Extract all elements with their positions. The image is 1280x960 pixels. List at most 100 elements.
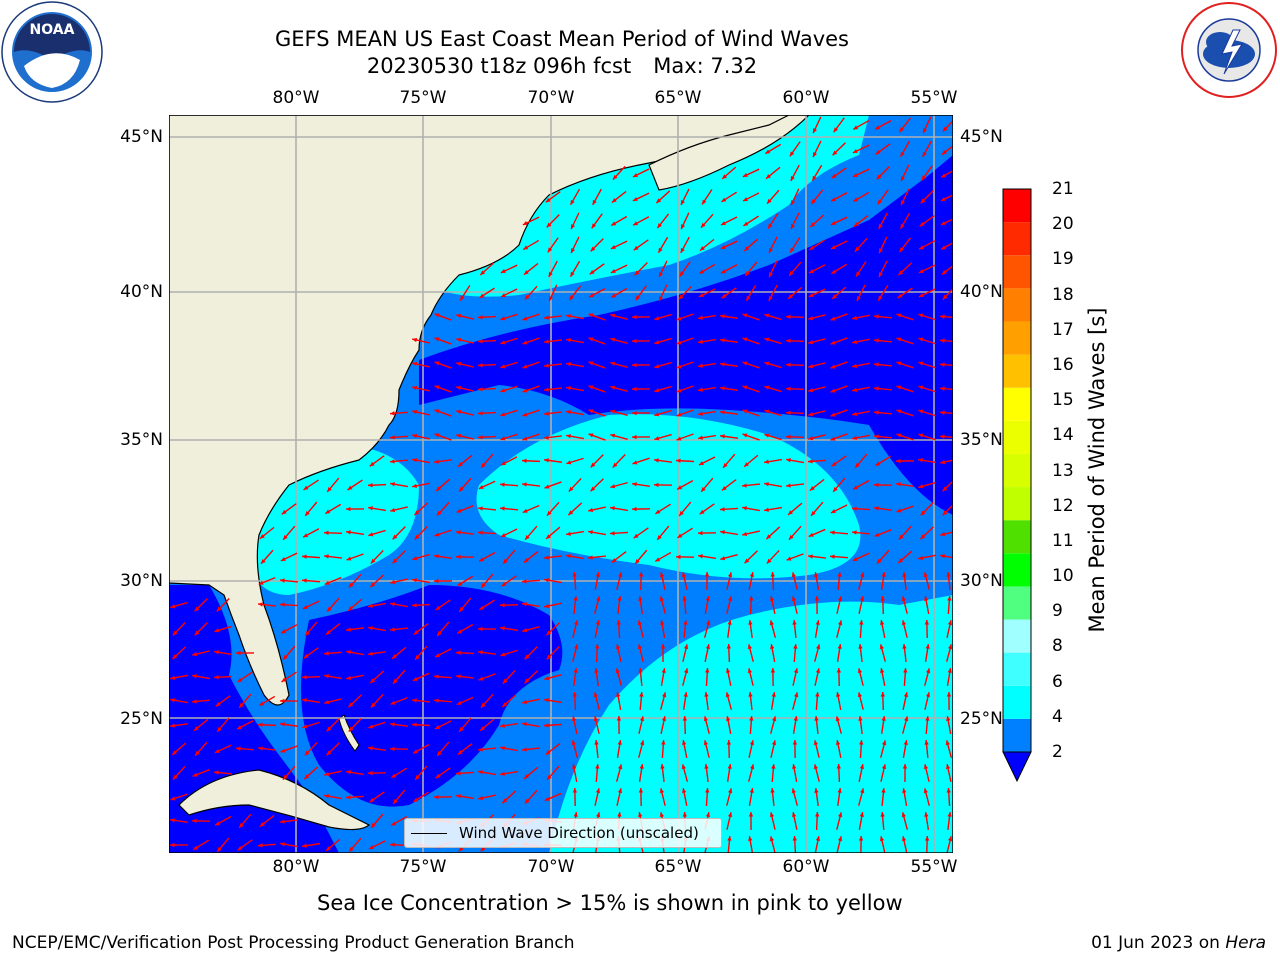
wind-wave-arrow-head bbox=[654, 436, 660, 441]
wind-wave-arrow-head bbox=[500, 533, 506, 537]
wind-wave-arrow-head bbox=[456, 530, 461, 535]
wind-wave-arrow-head bbox=[325, 630, 331, 635]
wind-wave-arrow-head bbox=[593, 692, 598, 698]
wind-wave-arrow-head bbox=[705, 668, 710, 673]
wind-wave-arrow-head bbox=[456, 361, 462, 367]
wind-wave-arrow-head bbox=[437, 751, 442, 756]
wind-wave-arrow-head bbox=[500, 602, 505, 608]
wind-wave-arrow-head bbox=[524, 678, 530, 684]
wind-wave-arrow-head bbox=[392, 534, 398, 540]
wind-wave-arrow-head bbox=[304, 750, 310, 756]
wind-wave-arrow-head bbox=[764, 459, 769, 464]
wind-wave-arrow-head bbox=[170, 796, 176, 801]
wind-wave-arrow-head bbox=[745, 271, 750, 276]
wind-wave-arrow-head bbox=[434, 313, 440, 318]
wind-wave-arrow-head bbox=[859, 764, 865, 770]
wind-wave-arrow-head bbox=[654, 316, 660, 321]
wind-wave-arrow-head bbox=[302, 674, 307, 680]
wind-wave-arrow-head bbox=[679, 271, 685, 277]
wind-wave-arrow-head bbox=[918, 268, 924, 273]
wind-wave-arrow-head bbox=[896, 409, 902, 414]
wind-wave-arrow-head bbox=[901, 812, 906, 818]
wind-wave-arrow-head bbox=[170, 604, 176, 609]
wind-wave-arrow-head bbox=[258, 843, 263, 848]
wind-wave-arrow-head bbox=[611, 558, 617, 563]
wind-wave-arrow-head bbox=[921, 175, 927, 181]
wind-wave-arrow-head bbox=[874, 532, 880, 537]
wind-wave-arrow-head bbox=[435, 773, 441, 779]
wind-wave-arrow-head bbox=[590, 486, 596, 492]
wind-wave-arrow-head bbox=[632, 173, 638, 177]
wind-wave-arrow-head bbox=[940, 314, 945, 319]
wind-wave-arrow-head bbox=[703, 740, 709, 746]
wind-wave-arrow-head bbox=[522, 602, 527, 607]
wind-wave-arrow-head bbox=[368, 724, 374, 729]
wind-wave-arrow-head bbox=[390, 700, 396, 705]
wind-wave-arrow-head bbox=[749, 572, 755, 578]
wind-wave-arrow-head bbox=[791, 596, 797, 602]
wind-wave-arrow-head bbox=[768, 295, 773, 301]
wind-wave-arrow-head bbox=[657, 223, 662, 229]
wind-wave-arrow-head bbox=[838, 620, 843, 626]
wind-wave-arrow-head bbox=[302, 578, 307, 583]
wind-wave-arrow-head bbox=[214, 770, 219, 775]
wind-wave-arrow-head bbox=[324, 554, 329, 559]
wind-wave-arrow-head bbox=[852, 387, 858, 393]
wind-wave-arrow-head bbox=[170, 723, 175, 728]
wind-wave-arrow-head bbox=[303, 485, 309, 490]
wind-wave-arrow-head bbox=[595, 764, 600, 769]
wind-wave-arrow-head bbox=[478, 506, 483, 511]
wind-wave-arrow-head bbox=[808, 459, 813, 464]
wind-wave-arrow-head bbox=[837, 572, 842, 577]
wind-wave-arrow-head bbox=[637, 620, 642, 626]
lon-tick-top: 70°W bbox=[527, 88, 575, 108]
wind-wave-arrow-head bbox=[681, 764, 686, 770]
wind-wave-arrow-head bbox=[412, 603, 417, 608]
wind-wave-arrow-head bbox=[522, 579, 527, 584]
wind-wave-arrow-head bbox=[434, 385, 440, 390]
wind-wave-arrow-head bbox=[808, 363, 814, 369]
wind-wave-arrow-head bbox=[923, 128, 928, 134]
wind-wave-arrow-head bbox=[681, 740, 687, 746]
wind-wave-arrow-head bbox=[793, 644, 798, 649]
lat-tick-left: 35°N bbox=[120, 430, 163, 450]
wind-wave-arrow-head bbox=[368, 506, 373, 511]
wind-wave-arrow-head bbox=[588, 433, 594, 438]
wind-wave-arrow-head bbox=[549, 296, 554, 302]
wind-wave-arrow-head bbox=[214, 650, 219, 655]
wind-wave-arrow-head bbox=[566, 531, 571, 536]
wind-wave-arrow-head bbox=[924, 620, 930, 625]
wind-wave-arrow-head bbox=[877, 199, 883, 205]
wind-wave-arrow-head bbox=[611, 293, 617, 298]
wind-wave-arrow-head bbox=[683, 620, 688, 625]
wind-wave-arrow-head bbox=[591, 223, 597, 229]
wind-wave-arrow-head bbox=[478, 795, 484, 801]
wind-wave-arrow-head bbox=[237, 845, 243, 851]
wind-wave-arrow-head bbox=[412, 676, 418, 681]
wind-wave-arrow-head bbox=[742, 172, 748, 177]
wind-wave-arrow-head bbox=[792, 764, 797, 769]
wind-wave-arrow-head bbox=[368, 626, 373, 631]
wind-wave-arrow-head bbox=[727, 836, 732, 841]
colorbar-tick: 8 bbox=[1052, 636, 1063, 657]
wind-wave-arrow-head bbox=[832, 294, 837, 299]
lat-tick-right: 40°N bbox=[960, 282, 1003, 302]
wind-wave-arrow-head bbox=[544, 796, 550, 801]
lon-tick-top: 65°W bbox=[654, 88, 702, 108]
wind-wave-arrow-head bbox=[617, 596, 622, 601]
wind-wave-arrow-head bbox=[390, 459, 395, 464]
wind-wave-arrow-head bbox=[172, 630, 178, 636]
wind-wave-arrow-head bbox=[897, 293, 903, 299]
wind-wave-arrow-head bbox=[544, 339, 549, 344]
wind-wave-arrow-head bbox=[302, 843, 307, 848]
wind-wave-arrow-head bbox=[638, 788, 644, 793]
wind-wave-arrow-head bbox=[837, 596, 843, 602]
wind-wave-arrow-head bbox=[368, 483, 373, 488]
wind-wave-arrow-head bbox=[811, 199, 816, 205]
wind-wave-arrow-head bbox=[698, 554, 703, 559]
wind-wave-arrow-head bbox=[947, 596, 952, 601]
wind-wave-arrow-head bbox=[786, 458, 791, 463]
wind-wave-arrow-head bbox=[810, 222, 816, 228]
wind-wave-arrow-head bbox=[632, 460, 638, 465]
wind-wave-arrow-head bbox=[661, 716, 667, 722]
